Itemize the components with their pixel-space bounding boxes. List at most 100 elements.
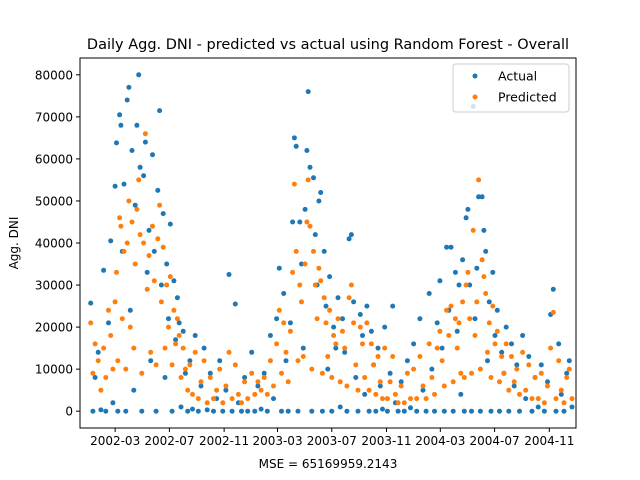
- data-point-actual: [307, 164, 313, 170]
- data-point-actual: [327, 274, 333, 280]
- data-point-actual: [174, 295, 180, 301]
- data-point-predicted: [92, 341, 98, 347]
- data-point-actual: [395, 408, 401, 414]
- y-tick-label: 50000: [35, 194, 73, 208]
- data-point-predicted: [450, 379, 456, 385]
- data-point-predicted: [368, 341, 374, 347]
- data-point-actual: [180, 328, 186, 334]
- data-point-predicted: [509, 354, 514, 359]
- data-point-predicted: [375, 354, 381, 359]
- data-point-predicted: [382, 345, 388, 351]
- data-point-predicted: [329, 375, 335, 380]
- data-point-predicted: [293, 248, 299, 254]
- data-point-predicted: [185, 387, 191, 393]
- data-point-predicted: [144, 286, 150, 292]
- data-point-actual: [204, 407, 210, 413]
- data-point-actual: [426, 291, 432, 296]
- data-point-predicted: [569, 396, 575, 402]
- data-point-actual: [164, 261, 170, 267]
- data-point-actual: [302, 206, 308, 212]
- data-point-actual: [150, 152, 155, 158]
- data-point-actual: [523, 396, 529, 402]
- data-point-predicted: [550, 309, 556, 315]
- data-point-predicted: [153, 362, 159, 368]
- data-point-actual: [207, 370, 213, 376]
- data-point-actual: [192, 333, 198, 338]
- data-point-actual: [384, 408, 390, 414]
- data-point-predicted: [302, 261, 308, 267]
- data-point-actual: [132, 202, 138, 208]
- data-point-actual: [95, 349, 101, 355]
- data-point-actual: [439, 345, 445, 351]
- data-point-predicted: [112, 299, 118, 305]
- data-point-predicted: [355, 387, 361, 393]
- data-point-predicted: [166, 324, 171, 330]
- data-point-actual: [444, 244, 450, 250]
- data-point-predicted: [300, 354, 306, 359]
- legend-marker-actual: [472, 73, 478, 79]
- data-point-predicted: [444, 307, 450, 313]
- data-point-actual: [176, 320, 182, 326]
- data-point-predicted: [490, 303, 496, 309]
- data-point-predicted: [198, 379, 204, 385]
- data-point-actual: [319, 408, 325, 414]
- data-point-actual: [463, 215, 469, 221]
- data-point-actual: [117, 112, 123, 118]
- data-point-actual: [101, 267, 107, 273]
- data-point-predicted: [180, 345, 186, 351]
- data-point-actual: [558, 391, 564, 397]
- data-point-predicted: [517, 391, 522, 397]
- data-point-predicted: [190, 391, 195, 397]
- data-point-actual: [201, 345, 207, 351]
- data-point-actual: [158, 282, 164, 288]
- data-point-predicted: [276, 307, 282, 313]
- data-point-predicted: [157, 202, 163, 208]
- data-point-actual: [92, 375, 98, 380]
- x-axis-label: MSE = 65169959.2143: [259, 457, 398, 471]
- data-point-predicted: [461, 375, 467, 380]
- data-point-predicted: [98, 387, 104, 393]
- data-point-predicted: [232, 362, 238, 368]
- data-point-actual: [108, 238, 114, 244]
- x-tick-label: 2004-11: [524, 434, 574, 448]
- data-point-predicted: [164, 282, 170, 288]
- data-point-actual: [441, 408, 447, 414]
- data-point-actual: [229, 408, 235, 414]
- data-point-predicted: [506, 387, 512, 393]
- y-tick-label: 0: [65, 405, 73, 419]
- data-point-actual: [420, 387, 426, 393]
- points-layer: [88, 72, 575, 414]
- data-point-predicted: [114, 269, 119, 275]
- data-point-predicted: [235, 391, 241, 397]
- data-point-actual: [304, 148, 310, 153]
- data-point-actual: [98, 407, 104, 413]
- data-point-predicted: [279, 370, 284, 376]
- data-point-actual: [299, 261, 304, 267]
- data-point-actual: [364, 303, 370, 309]
- data-point-predicted: [223, 383, 229, 389]
- data-point-actual: [279, 408, 284, 414]
- legend-label-actual: Actual: [498, 69, 537, 84]
- data-point-actual: [340, 316, 345, 322]
- data-point-actual: [382, 324, 388, 330]
- data-point-predicted: [162, 345, 168, 351]
- data-point-predicted: [538, 370, 544, 376]
- data-point-predicted: [106, 307, 111, 313]
- data-point-actual: [115, 408, 121, 414]
- series-predicted: [88, 131, 575, 406]
- data-point-predicted: [362, 375, 368, 380]
- x-tick-label: 2002-07: [144, 434, 194, 448]
- data-point-actual: [114, 140, 119, 146]
- data-point-actual: [173, 337, 179, 343]
- data-point-actual: [432, 408, 437, 414]
- data-point-predicted: [192, 349, 198, 355]
- data-point-actual: [434, 320, 440, 326]
- x-tick-label: 2004-03: [415, 434, 465, 448]
- data-point-actual: [88, 300, 94, 306]
- data-point-actual: [538, 362, 544, 368]
- data-point-actual: [187, 358, 193, 364]
- y-tick-label: 20000: [35, 321, 73, 335]
- y-axis-label: Agg. DNI: [7, 217, 21, 270]
- data-point-predicted: [346, 295, 352, 301]
